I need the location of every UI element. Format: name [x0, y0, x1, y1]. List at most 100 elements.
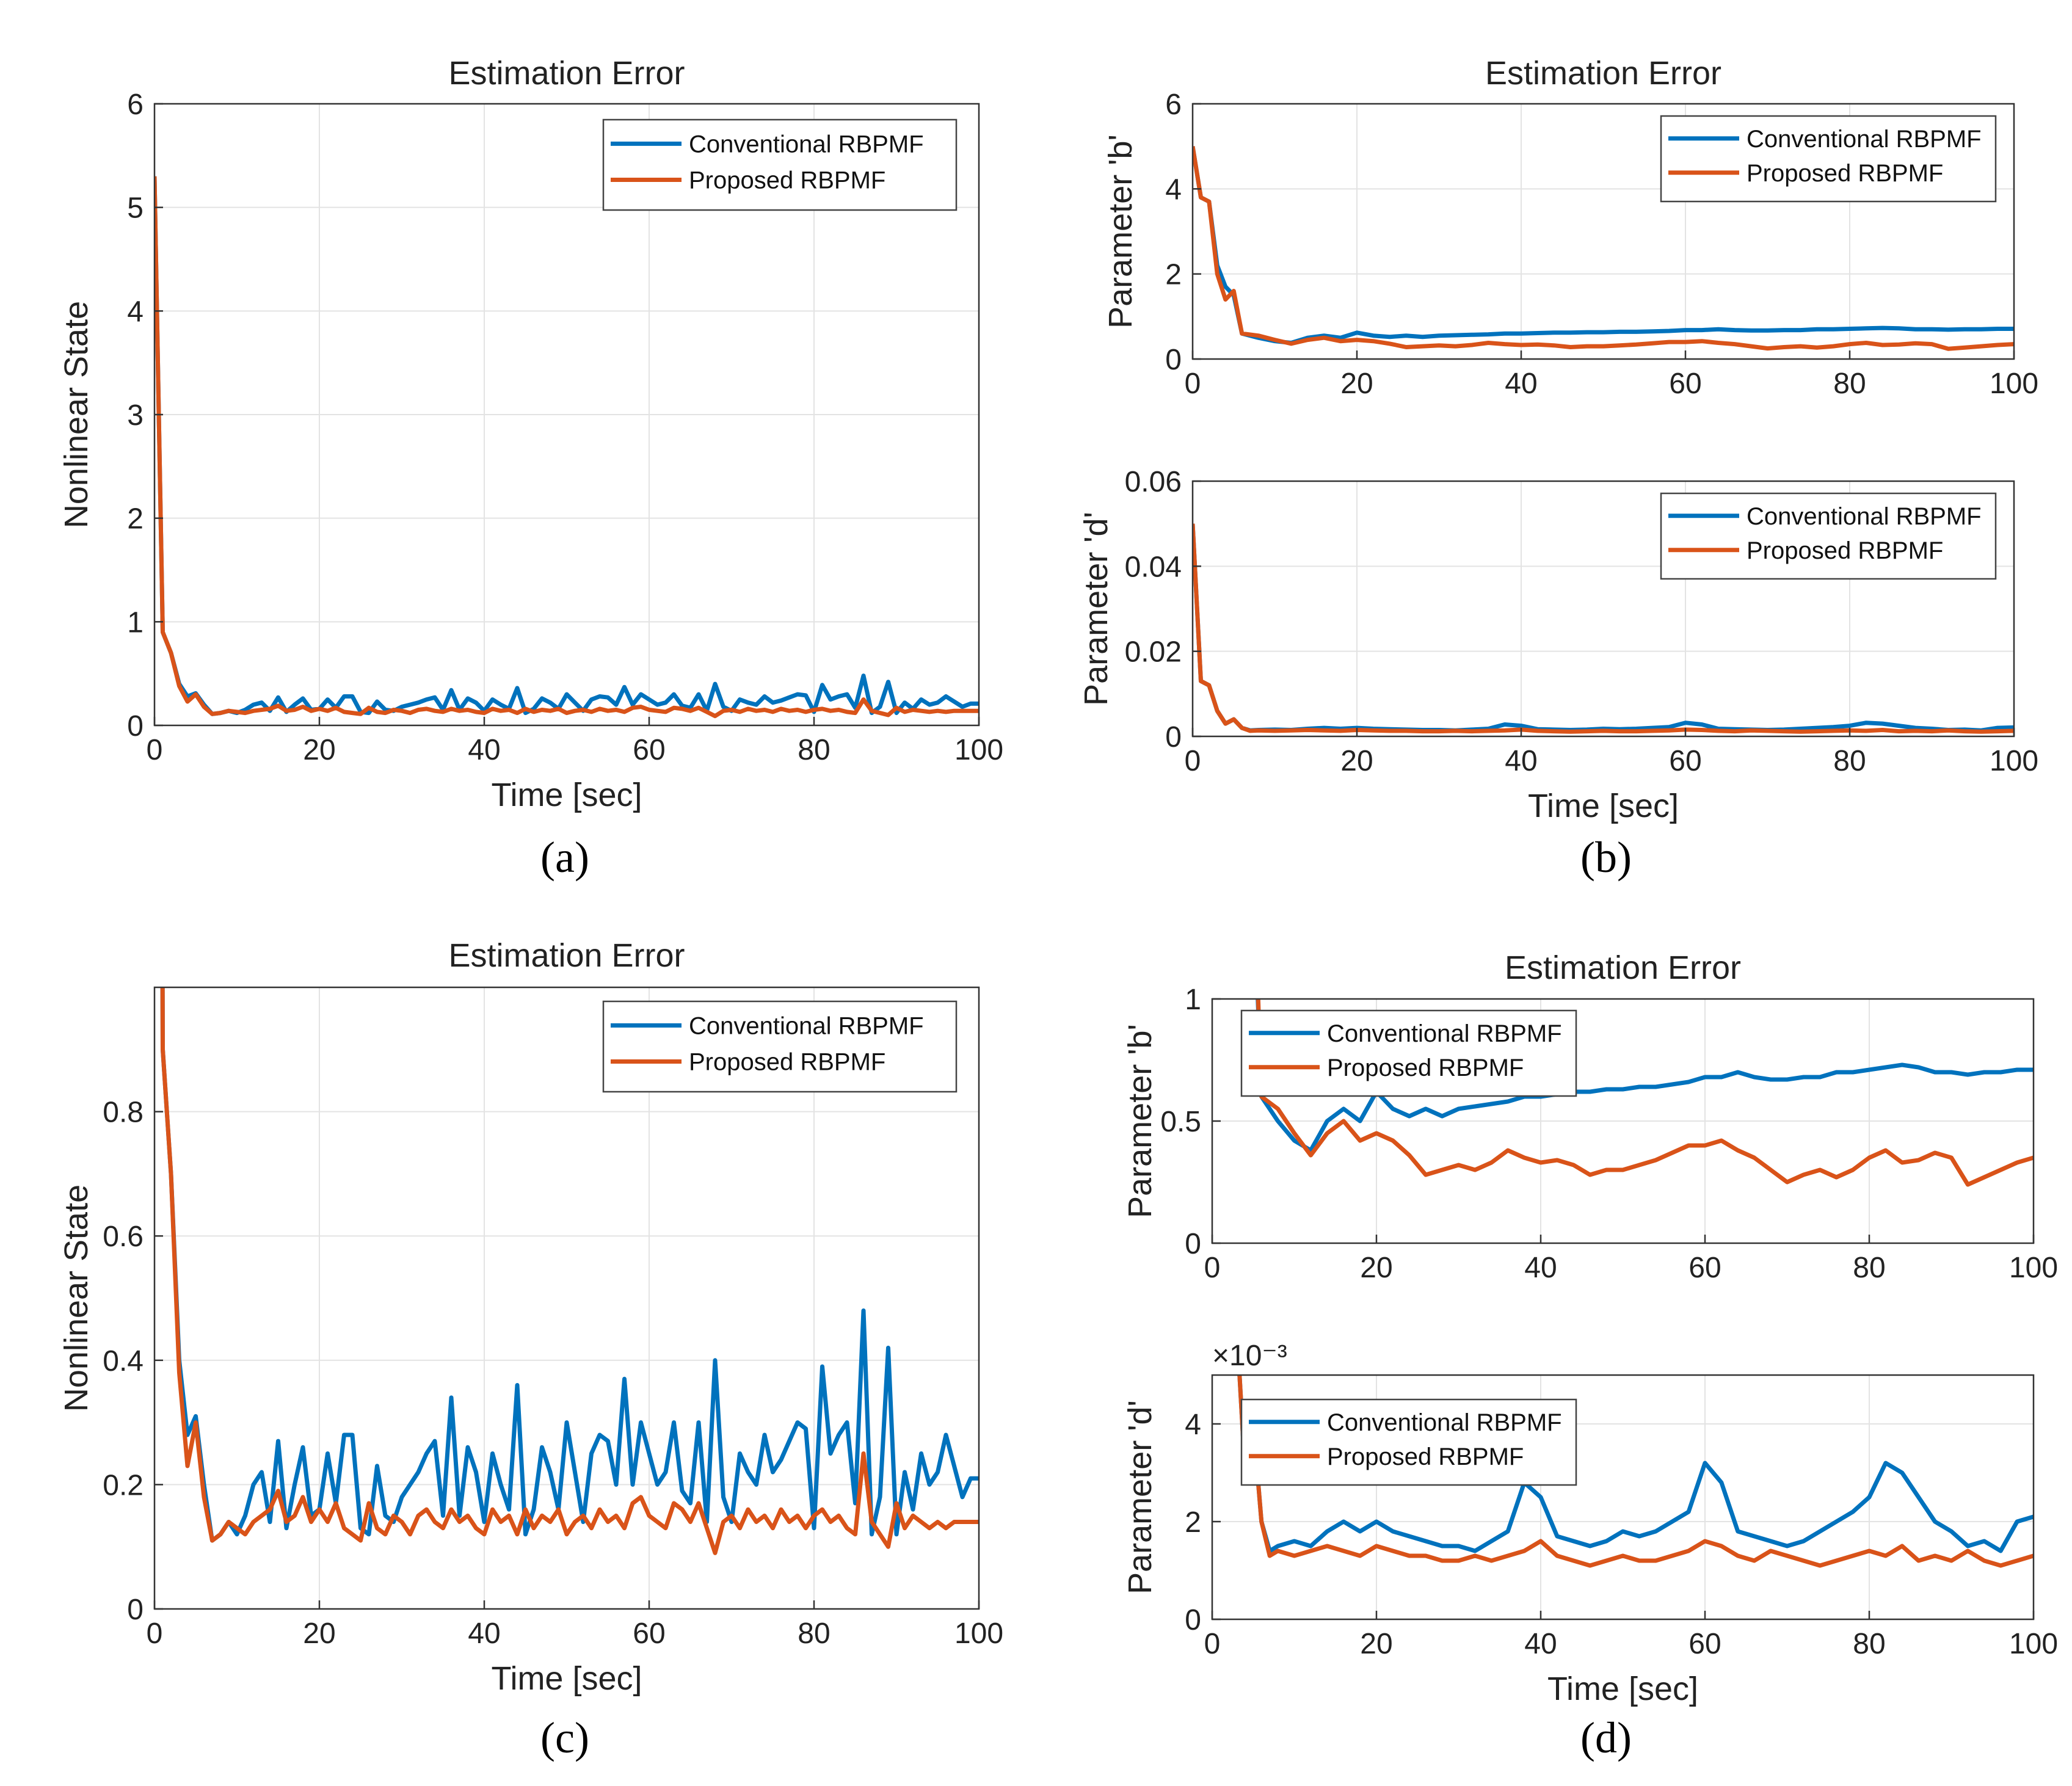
- proposed-series-line: [1237, 1375, 2034, 1568]
- x-tick-label: 80: [1833, 745, 1866, 777]
- y-exponent-label: ×10⁻³: [1212, 1340, 1287, 1372]
- legend-box: [602, 1000, 958, 1093]
- chart-title: Estimation Error: [448, 55, 685, 92]
- legend-entry-proposed-label: Proposed RBPMF: [1747, 537, 1943, 564]
- legend: Conventional RBPMF Proposed RBPMF: [602, 1000, 958, 1093]
- x-tick-label: 80: [798, 734, 830, 766]
- proposed-series-line: [160, 987, 979, 1555]
- x-tick-label: 100: [954, 734, 1003, 766]
- y-tick-label: 1: [1185, 984, 1201, 1016]
- conventional-series-line: [1237, 1375, 2034, 1553]
- legend-box: [1240, 1009, 1577, 1097]
- y-axis-label: Nonlinear State: [58, 301, 95, 528]
- axes-frame: [153, 986, 980, 1610]
- y-axis-label: Nonlinear State: [58, 1185, 95, 1412]
- x-tick-label: 0: [147, 734, 163, 766]
- y-tick-label: 2: [127, 503, 144, 535]
- x-tick-label: 0: [147, 1617, 163, 1650]
- x-axis-label: Time [sec]: [491, 1660, 642, 1697]
- y-axis-label: Parameter 'b': [1122, 1024, 1158, 1218]
- y-tick-label: 4: [1165, 173, 1182, 206]
- legend-box: [602, 118, 958, 211]
- legend-box: [1660, 492, 1997, 580]
- y-tick-label: 5: [127, 192, 144, 225]
- y-tick-label: 0.4: [103, 1345, 144, 1378]
- x-tick-label: 0: [1185, 745, 1201, 777]
- y-tick-label: 0: [127, 1594, 144, 1626]
- x-tick-label: 60: [633, 734, 665, 766]
- x-axis-label: Time [sec]: [491, 777, 642, 813]
- x-tick-label: 40: [468, 734, 500, 766]
- y-tick-label: 2: [1185, 1506, 1201, 1539]
- axes-frame: [1191, 103, 2015, 360]
- panel-c: 0 20 40 60 80 100 0 0.2 0.4 0.6 0.8 Estimation Erro…: [58, 937, 1003, 1762]
- x-tick-label: 40: [1524, 1252, 1557, 1284]
- panel-caption: (b): [1580, 833, 1632, 882]
- y-tick-label: 6: [1165, 89, 1182, 121]
- panel-caption: (c): [540, 1713, 589, 1762]
- x-tick-label: 80: [798, 1617, 830, 1650]
- legend-entry-conventional-label: Conventional RBPMF: [1327, 1409, 1562, 1436]
- y-tick-label: 0: [1185, 1604, 1201, 1636]
- x-tick-label: 60: [633, 1617, 665, 1650]
- conventional-series-line: [160, 987, 979, 1543]
- y-axis-label: Parameter 'b': [1102, 134, 1139, 329]
- x-axis-label: Time [sec]: [1528, 788, 1679, 824]
- y-tick-label: 1: [127, 606, 144, 639]
- legend-entry-proposed-label: Proposed RBPMF: [689, 167, 885, 194]
- x-axis-label: Time [sec]: [1547, 1671, 1698, 1707]
- conventional-series-line: [154, 176, 979, 716]
- legend-box: [1660, 115, 1997, 203]
- legend-entry-proposed-label: Proposed RBPMF: [1747, 160, 1943, 187]
- y-tick-label: 0.06: [1125, 466, 1182, 498]
- x-tick-label: 100: [2009, 1628, 2058, 1660]
- y-axis-label: Parameter 'd': [1122, 1400, 1158, 1594]
- panel-caption: (d): [1580, 1713, 1632, 1762]
- y-tick-label: 2: [1165, 259, 1182, 291]
- y-tick-label: 0.6: [103, 1221, 144, 1253]
- y-tick-label: 0: [1165, 721, 1182, 753]
- y-tick-label: 6: [127, 89, 144, 121]
- legend: Conventional RBPMF Proposed RBPMF: [1240, 1009, 1577, 1097]
- y-tick-label: 0.2: [103, 1469, 144, 1501]
- x-tick-label: 40: [1505, 368, 1537, 400]
- legend-entry-proposed-label: Proposed RBPMF: [1327, 1443, 1524, 1470]
- x-tick-label: 60: [1688, 1628, 1721, 1660]
- x-tick-label: 100: [1990, 745, 2038, 777]
- legend-entry-proposed-label: Proposed RBPMF: [689, 1049, 885, 1076]
- axes-frame: [1191, 480, 2015, 738]
- chart-title: Estimation Error: [1485, 55, 1721, 92]
- x-tick-label: 80: [1853, 1628, 1885, 1660]
- y-tick-label: 0: [1185, 1228, 1201, 1260]
- panel-d2: 0 20 40 60 80 100 0 2 4 ×10⁻³ Time [sec] Parameter …: [1122, 1340, 2058, 1707]
- legend: Conventional RBPMF Proposed RBPMF: [1660, 492, 1997, 580]
- legend-entry-conventional-label: Conventional RBPMF: [1747, 126, 1982, 153]
- y-tick-label: 0.8: [103, 1097, 144, 1129]
- x-tick-label: 100: [1990, 368, 2038, 400]
- x-tick-label: 100: [2009, 1252, 2058, 1284]
- y-axis-label: Parameter 'd': [1078, 512, 1114, 706]
- legend-box: [1240, 1398, 1577, 1486]
- proposed-series-line: [1256, 999, 2034, 1187]
- x-tick-label: 20: [1340, 368, 1373, 400]
- x-tick-label: 80: [1833, 368, 1866, 400]
- x-tick-label: 20: [303, 734, 335, 766]
- proposed-series-line: [1193, 146, 2014, 351]
- x-tick-label: 20: [1360, 1628, 1392, 1660]
- legend: Conventional RBPMF Proposed RBPMF: [602, 118, 958, 211]
- x-tick-label: 20: [1360, 1252, 1392, 1284]
- x-tick-label: 40: [1524, 1628, 1557, 1660]
- x-tick-label: 40: [468, 1617, 500, 1650]
- y-tick-label: 4: [127, 296, 144, 328]
- legend: Conventional RBPMF Proposed RBPMF: [1660, 115, 1997, 203]
- chart-title: Estimation Error: [448, 937, 685, 974]
- x-tick-label: 100: [954, 1617, 1003, 1650]
- y-tick-label: 0: [1165, 344, 1182, 376]
- legend-entry-conventional-label: Conventional RBPMF: [689, 131, 924, 158]
- x-tick-label: 60: [1669, 745, 1701, 777]
- legend-entry-conventional-label: Conventional RBPMF: [1747, 503, 1982, 530]
- x-tick-label: 40: [1505, 745, 1537, 777]
- panel-a: 0 20 40 60 80 100 0 1 2 3 4 5 6 Estimation Error Time …: [58, 55, 1003, 882]
- x-tick-label: 60: [1688, 1252, 1721, 1284]
